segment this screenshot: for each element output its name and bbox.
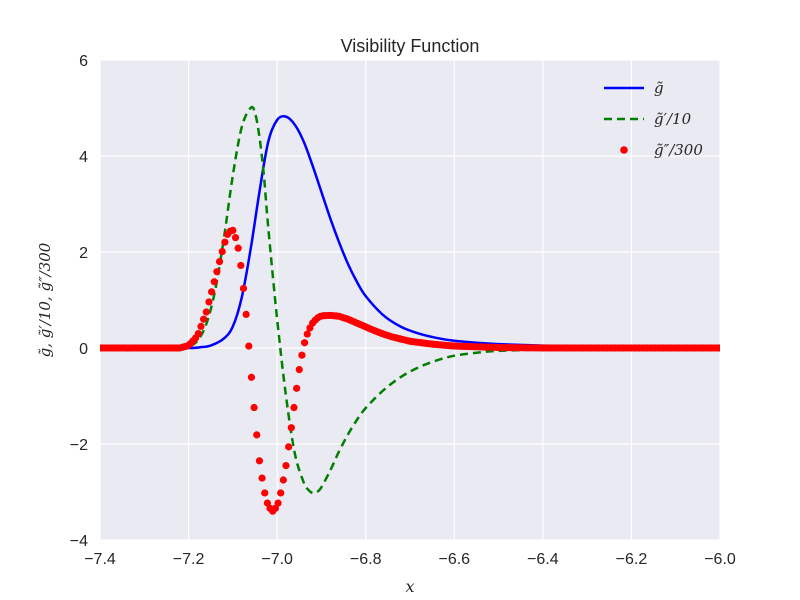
series-gpp-point — [200, 315, 208, 323]
series-gpp-point — [234, 244, 242, 252]
series-gpp-point — [247, 373, 256, 381]
y-tick-label: −2 — [70, 437, 88, 454]
y-tick-label: 0 — [79, 341, 88, 358]
x-tick-label: −6.4 — [527, 551, 559, 568]
y-axis-label: g̃, g̃′/10, g̃″/300 — [36, 242, 54, 357]
series-gpp-point — [258, 474, 266, 482]
legend-label-gp: g̃′/10 — [654, 110, 692, 128]
series-gpp-point — [221, 238, 229, 246]
series-gpp-point — [255, 457, 264, 465]
series-gpp-point — [277, 489, 285, 497]
series-gpp-point — [239, 284, 248, 293]
series-gpp-point — [253, 431, 261, 439]
series-gpp-point — [208, 288, 216, 296]
series-gpp-point — [715, 344, 720, 352]
x-tick-label: −7.4 — [84, 551, 116, 568]
x-tick-label: −7.0 — [261, 551, 293, 568]
series-gpp-point — [274, 499, 282, 507]
series-layer — [100, 105, 720, 515]
series-gpp-point — [261, 489, 269, 497]
x-tick-label: −6.0 — [704, 551, 736, 568]
series-gpp-point — [231, 234, 240, 242]
legend-label-gpp: g̃″/300 — [654, 141, 703, 159]
y-tick-label: 6 — [79, 53, 88, 70]
x-tick-label: −6.8 — [350, 551, 382, 568]
series-gpp-point — [202, 308, 210, 316]
series-gpp-point — [295, 366, 303, 374]
legend-swatch-gpp — [620, 146, 628, 154]
series-gpp-point — [215, 258, 224, 266]
series-gpp-point — [303, 330, 311, 338]
series-gpp-point — [242, 310, 250, 318]
series-gpp-point — [229, 226, 237, 234]
series-gpp-point — [287, 424, 295, 432]
x-tick-label: −6.6 — [438, 551, 470, 568]
series-gpp-point — [298, 351, 306, 359]
legend: g̃ g̃′/10 g̃″/300 — [604, 79, 703, 159]
legend-label-g: g̃ — [654, 79, 664, 97]
series-gpp-point — [293, 384, 301, 392]
x-axis-label: x — [405, 577, 414, 596]
series-gpp-point — [237, 261, 245, 270]
series-gpp-markers — [100, 226, 720, 515]
x-tick-labels: −7.4 −7.2 −7.0 −6.8 −6.6 −6.4 −6.2 −6.0 — [84, 551, 736, 568]
series-gpp-point — [285, 443, 293, 451]
y-tick-label: 4 — [79, 149, 88, 166]
y-tick-label: 2 — [79, 245, 88, 262]
series-gpp-point — [250, 403, 258, 412]
series-gpp-point — [290, 403, 298, 412]
series-gpp-point — [210, 278, 218, 286]
x-tick-label: −7.2 — [173, 551, 205, 568]
series-gpp-point — [245, 342, 253, 350]
series-g-line — [100, 114, 720, 350]
series-gpp-point — [205, 298, 213, 306]
series-gpp-point — [301, 339, 309, 347]
y-tick-label: −4 — [70, 533, 88, 550]
series-gpp-point — [194, 330, 202, 338]
series-gpp-point — [218, 247, 226, 256]
x-tick-label: −6.2 — [616, 551, 648, 568]
plot-area — [100, 60, 720, 540]
series-gpp-point — [279, 476, 287, 484]
y-tick-labels: −4 −2 0 2 4 6 — [70, 53, 88, 550]
chart-title: Visibility Function — [341, 36, 480, 56]
series-gpp-point — [197, 322, 205, 330]
series-gpp-point — [213, 268, 221, 276]
series-gpp-point — [282, 462, 290, 470]
